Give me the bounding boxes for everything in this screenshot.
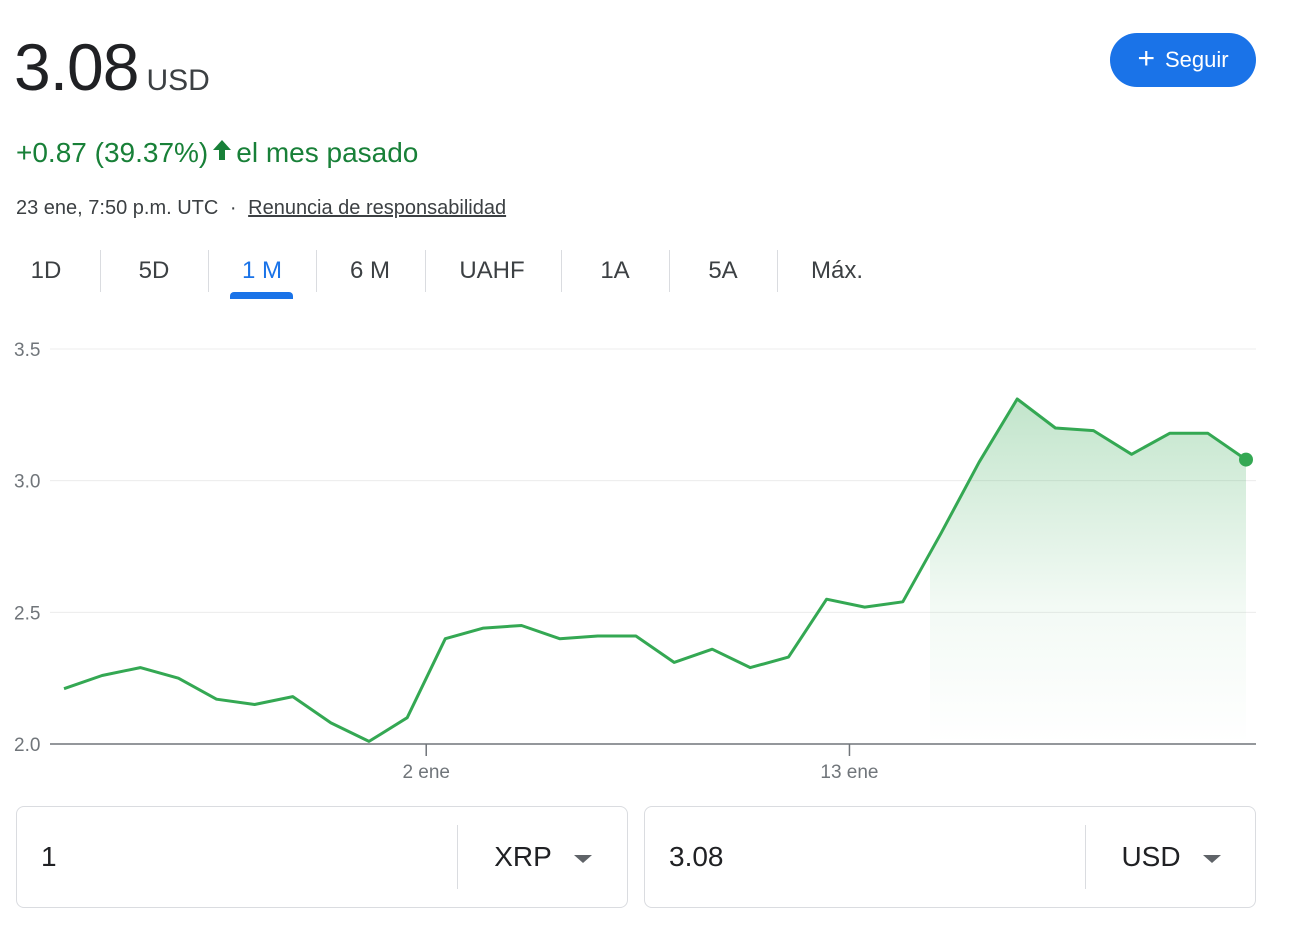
y-tick-label: 2.0 <box>14 735 40 756</box>
meta-separator: · <box>229 197 237 219</box>
current-price: 3.08 <box>14 30 139 104</box>
follow-label: Seguir <box>1164 47 1229 72</box>
price-header: 3.08 USD <box>14 34 210 100</box>
tab-divider <box>561 250 562 292</box>
tab-divider <box>425 250 426 292</box>
change-period: el mes pasado <box>236 137 419 168</box>
tab-5a[interactable]: 5A <box>708 257 738 284</box>
tab-1m[interactable]: 1 M <box>241 257 282 284</box>
area-fill <box>930 399 1246 744</box>
tab-1d[interactable]: 1D <box>30 257 62 284</box>
chevron-down-icon <box>1202 854 1221 863</box>
x-tick-label: 13 ene <box>820 762 878 783</box>
tab-uahf[interactable]: UAHF <box>459 257 525 284</box>
chevron-down-icon <box>573 854 592 863</box>
to-unit-select[interactable]: USD <box>1086 807 1256 907</box>
price-chart[interactable]: 3.5 3.0 2.5 2.0 2 ene 13 ene <box>0 330 1292 790</box>
converter-divider <box>1085 825 1086 889</box>
price-currency: USD <box>146 64 210 97</box>
last-point-marker <box>1239 452 1253 467</box>
active-tab-indicator <box>230 292 293 299</box>
change-value: +0.87 (39.37%) <box>16 137 209 168</box>
quote-meta: 23 ene, 7:50 p.m. UTC · Renuncia de resp… <box>16 197 506 220</box>
series-line <box>63 397 1247 743</box>
y-tick-label: 2.5 <box>14 603 40 624</box>
converter-from: XRP <box>16 806 628 908</box>
tab-6m[interactable]: 6 M <box>349 257 390 284</box>
to-unit-label: USD <box>1121 841 1181 872</box>
x-tick-label: 2 ene <box>402 762 450 783</box>
from-amount-input[interactable] <box>41 807 441 907</box>
price-change: +0.87 (39.37%) el mes pasado <box>16 137 418 169</box>
from-unit-label: XRP <box>494 841 552 872</box>
tab-divider <box>208 250 209 292</box>
follow-button[interactable]: + Seguir <box>1110 33 1256 87</box>
tab-divider <box>100 250 101 292</box>
converter-to: USD <box>644 806 1256 908</box>
tab-max[interactable]: Máx. <box>810 257 863 284</box>
converter-divider <box>457 825 458 889</box>
tab-divider <box>777 250 778 292</box>
quote-timestamp: 23 ene, 7:50 p.m. UTC <box>16 197 219 219</box>
tab-1a[interactable]: 1A <box>600 257 630 284</box>
tab-divider <box>316 250 317 292</box>
tab-5d[interactable]: 5D <box>138 257 170 284</box>
tab-divider <box>669 250 670 292</box>
range-tabs: 1D 5D 1 M 6 M UAHF 1A 5A Máx. <box>0 248 900 296</box>
disclaimer-link[interactable]: Renuncia de responsabilidad <box>248 197 507 219</box>
arrow-up-icon <box>212 137 232 169</box>
y-tick-label: 3.0 <box>14 472 40 493</box>
plus-icon: + <box>1137 41 1155 75</box>
y-tick-label: 3.5 <box>14 340 40 361</box>
from-unit-select[interactable]: XRP <box>458 807 628 907</box>
to-amount-input[interactable] <box>669 807 1069 907</box>
